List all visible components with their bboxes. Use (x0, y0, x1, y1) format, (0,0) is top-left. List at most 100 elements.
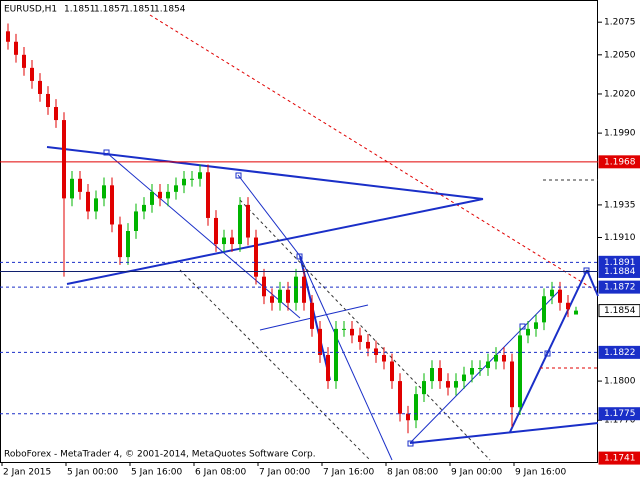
candle-body (310, 302, 314, 329)
candle-body (190, 178, 194, 180)
candle-body (78, 178, 82, 192)
candle-body (366, 341, 370, 349)
candle-body (230, 237, 234, 245)
candle-body (518, 335, 522, 408)
candle-body (422, 381, 426, 395)
candle-body (166, 191, 170, 199)
plot-frame (0, 0, 598, 463)
price-label-box (598, 304, 640, 318)
price-label: 1.1775 (604, 409, 636, 419)
price-label: 1.1741 (604, 454, 636, 464)
candle-body (574, 310, 578, 315)
candle-body (550, 289, 554, 297)
x-tick-label: 9 Jan 00:00 (451, 468, 503, 478)
candle-body (542, 296, 546, 323)
candle-body (342, 328, 346, 330)
candle-body (198, 172, 202, 179)
candle-body (86, 191, 90, 212)
price-label: 1.1891 (604, 258, 636, 268)
symbol: EURUSD,H1 (4, 5, 57, 15)
anchor-point (235, 172, 242, 179)
candle-body (374, 348, 378, 355)
footer: RoboForex - MetaTrader 4, © 2001-2014, M… (4, 450, 316, 460)
anchor-point (296, 253, 303, 260)
candle-body (478, 368, 482, 370)
candle-body (510, 361, 514, 408)
y-tick-label: 1.1910 (604, 233, 636, 243)
candle-body (302, 276, 306, 303)
price-label-box (598, 407, 640, 421)
header-price: 1.1854 (154, 5, 186, 15)
candle-body (134, 211, 138, 231)
candle-body (102, 185, 106, 199)
candle-body (38, 80, 42, 94)
trend-line (237, 174, 301, 257)
price-label-box (598, 280, 640, 294)
candle-body (150, 191, 154, 205)
candle-body (246, 204, 250, 238)
candles (6, 23, 578, 434)
price-label: 1.1884 (604, 267, 636, 277)
candle-body (350, 328, 354, 336)
candle-body (70, 178, 74, 199)
x-tick-label: 9 Jan 16:00 (515, 468, 567, 478)
candle-body (206, 172, 210, 218)
candle-body (254, 237, 258, 277)
candle-body (494, 354, 498, 362)
y-tick-label: 1.1800 (604, 377, 636, 387)
trend-line (299, 255, 393, 461)
candle-body (286, 289, 290, 303)
analysis-lines (46, 14, 599, 461)
anchor-point (103, 149, 110, 156)
candle-body (558, 289, 562, 303)
trend-line (586, 269, 599, 297)
price-label-box (598, 264, 640, 278)
candle-body (94, 198, 98, 212)
candle-body (406, 413, 410, 421)
candle-body (526, 328, 530, 336)
trend-line (149, 14, 599, 293)
header-price: 1.1857 (94, 5, 126, 15)
candle-body (54, 107, 58, 121)
candle-body (398, 381, 402, 414)
price-label: 1.1872 (604, 283, 636, 293)
candle-body (14, 41, 18, 55)
x-tick-label: 8 Jan 08:00 (387, 468, 439, 478)
candle-body (294, 276, 298, 303)
y-tick-label: 1.1935 (604, 200, 636, 210)
candle-body (534, 322, 538, 329)
price-label: 1.1854 (604, 306, 636, 316)
candle-body (110, 185, 114, 225)
candle-body (462, 374, 466, 382)
x-tick-label: 2 Jan 2015 (3, 468, 51, 478)
candle-body (142, 204, 146, 212)
candle-body (334, 328, 338, 382)
candle-body (126, 231, 130, 258)
candle-body (22, 54, 26, 68)
anchor-point (519, 323, 526, 330)
candle-body (62, 120, 66, 199)
price-label: 1.1968 (604, 157, 636, 167)
y-tick-label: 1.1990 (604, 129, 636, 139)
x-tick-label: 6 Jan 08:00 (195, 468, 247, 478)
candle-body (30, 67, 34, 81)
candle-body (174, 185, 178, 192)
x-tick-label: 7 Jan 00:00 (259, 468, 311, 478)
x-tick-label: 7 Jan 16:00 (323, 468, 375, 478)
header-price: 1.1851 (64, 5, 96, 15)
x-tick-label: 5 Jan 00:00 (67, 468, 119, 478)
candle-body (182, 178, 186, 186)
candle-body (502, 354, 506, 362)
trend-line (46, 146, 484, 200)
candle-body (118, 224, 122, 258)
anchor-point (544, 350, 551, 357)
anchor-point (583, 267, 590, 274)
candle-body (6, 31, 10, 42)
candle-body (390, 361, 394, 382)
price-label-box (598, 451, 640, 465)
y-tick-label: 1.2020 (604, 89, 636, 99)
candle-body (446, 381, 450, 388)
candle-body (278, 289, 282, 303)
candle-body (470, 368, 474, 375)
x-tick-label: 5 Jan 16:00 (131, 468, 183, 478)
